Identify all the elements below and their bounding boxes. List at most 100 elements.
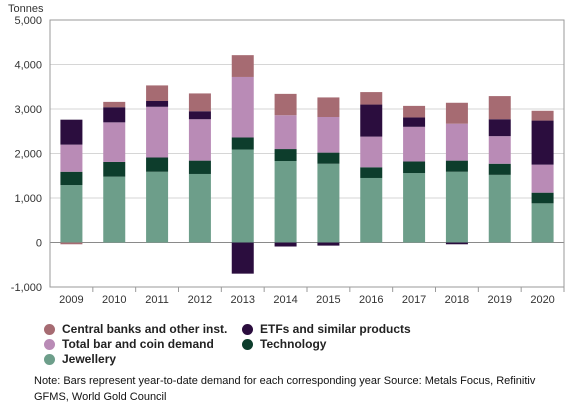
bar-segment	[488, 174, 511, 243]
legend-swatch-jewellery	[44, 353, 55, 365]
legend-item-bar-coin: Total bar and coin demand	[44, 337, 214, 351]
y-tick-label: 1,000	[14, 193, 42, 205]
x-tick-label: 2015	[316, 294, 340, 306]
bar-segment	[488, 96, 511, 120]
y-tick-labels: -1,000 0 1,000 2,000 3,000 4,000 5,000	[11, 15, 42, 294]
x-tick-labels: 2009 2010 2011 2012 2013 2014 2015 2016 2017 2018…	[59, 287, 565, 306]
plot-frame	[49, 19, 565, 288]
bar-segment	[188, 160, 211, 174]
bar-segment	[531, 110, 554, 121]
legend-swatch-central-banks	[44, 323, 55, 335]
bar-segment	[60, 185, 83, 243]
x-tick-label: 2013	[231, 294, 255, 306]
x-tick-label: 2020	[530, 294, 554, 306]
bar-segment	[146, 85, 169, 101]
bar-segment	[60, 242, 83, 245]
bar-segment	[231, 149, 254, 243]
bar-segment	[317, 152, 340, 164]
bar-segment	[103, 107, 126, 123]
bar-segment	[146, 100, 169, 107]
bar-segment	[146, 171, 169, 243]
y-axis-label: Tonnes	[8, 3, 44, 15]
bar-segment	[403, 161, 426, 174]
bar-segment	[317, 242, 340, 246]
gridlines	[50, 19, 564, 288]
x-tick-label: 2017	[402, 294, 426, 306]
bar-segment	[445, 102, 468, 124]
bar-segment	[360, 92, 383, 105]
bar-segment	[103, 122, 126, 162]
bar-segment	[403, 173, 426, 243]
bar-segment	[231, 55, 254, 77]
x-tick-label: 2019	[488, 294, 512, 306]
bar-segment	[231, 242, 254, 274]
bar-segment	[403, 117, 426, 127]
bar-segment	[274, 115, 297, 150]
bar-segment	[531, 164, 554, 193]
bar-segment	[445, 160, 468, 172]
bar-segment	[403, 105, 426, 118]
y-tick-label: -1,000	[11, 282, 42, 294]
legend-label-central-banks: Central banks and other inst.	[62, 322, 228, 336]
bar-segment	[360, 104, 383, 137]
y-tick-label: 5,000	[14, 15, 42, 27]
bar-segment	[531, 120, 554, 165]
legend-item-technology: Technology	[242, 337, 326, 351]
bar-segment	[445, 123, 468, 161]
bar-segment	[103, 101, 126, 108]
bar-segment	[445, 171, 468, 243]
bar-segment	[317, 117, 340, 153]
bar-segment	[403, 126, 426, 162]
bar-segment	[445, 242, 468, 245]
x-tick-label: 2009	[59, 294, 83, 306]
bar-segment	[360, 177, 383, 243]
bar-segment	[531, 203, 554, 243]
bar-segment	[188, 111, 211, 120]
bar-segment	[60, 119, 83, 145]
bar-segment	[188, 173, 211, 243]
bar-segment	[103, 176, 126, 243]
x-tick-label: 2012	[188, 294, 212, 306]
stacked-bar-chart: Tonnes -1,00001,0002,0003,0004,0005,000 …	[8, 3, 565, 306]
x-tick-label: 2018	[445, 294, 469, 306]
bar-segment	[274, 242, 297, 247]
legend-label-technology: Technology	[260, 337, 327, 351]
bar-segment	[231, 76, 254, 138]
bar-segment	[188, 93, 211, 112]
bar-segment	[274, 149, 297, 162]
bar-segment	[60, 171, 83, 186]
bar-segment	[274, 161, 297, 243]
bar-segment	[488, 136, 511, 164]
bar-segment	[103, 161, 126, 177]
bar-segment	[531, 192, 554, 204]
bar-segment	[317, 163, 340, 243]
x-tick-label: 2014	[273, 294, 297, 306]
x-tick-label: 2011	[145, 294, 169, 306]
bar-segment	[317, 97, 340, 118]
y-tick-label: 2,000	[14, 149, 42, 161]
x-tick-label: 2010	[102, 294, 126, 306]
legend-item-jewellery: Jewellery	[44, 352, 116, 366]
legend-label-jewellery: Jewellery	[62, 352, 117, 366]
bar-segment	[146, 157, 169, 172]
legend-item-central-banks: Central banks and other inst.	[44, 322, 227, 336]
legend-swatch-technology	[242, 338, 253, 350]
bars	[60, 55, 554, 274]
bar-segment	[60, 144, 83, 172]
legend-label-bar-coin: Total bar and coin demand	[62, 337, 214, 351]
x-tick-label: 2016	[359, 294, 383, 306]
legend-swatch-etfs	[242, 323, 253, 335]
y-tick-label: 3,000	[14, 104, 42, 116]
bar-segment	[360, 136, 383, 168]
bar-segment	[146, 106, 169, 158]
y-tick-label: 0	[36, 238, 42, 250]
legend-swatch-bar-coin	[44, 338, 55, 350]
bar-segment	[231, 137, 254, 150]
legend-item-etfs: ETFs and similar products	[242, 322, 411, 336]
bar-segment	[360, 167, 383, 178]
source-note: Note: Bars represent year-to-date demand…	[34, 375, 536, 403]
y-tick-label: 4,000	[14, 60, 42, 72]
bar-segment	[488, 119, 511, 137]
bar-segment	[488, 163, 511, 175]
legend-label-etfs: ETFs and similar products	[260, 322, 411, 336]
